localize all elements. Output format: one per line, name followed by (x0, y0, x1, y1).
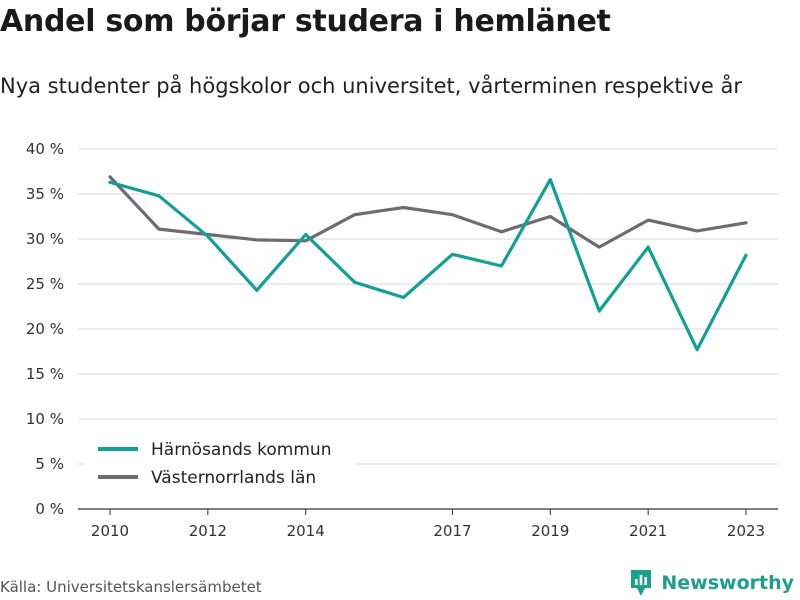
y-tick-label: 40 % (26, 140, 64, 158)
y-axis-ticks: 0 % 5 % 10 % 15 % 20 % 25 % 30 % 35 % 40 % (26, 140, 64, 518)
series-line-1 (108, 175, 748, 249)
grid-lines (78, 148, 778, 510)
legend-label-0: Härnösands kommun (151, 440, 331, 460)
legend-background (86, 432, 354, 496)
legend: Härnösands kommun Västernorrlands län (86, 432, 354, 496)
chart-title: Andel som börjar studera i hemlänet (0, 4, 611, 39)
brand-logo: Newsworthy (629, 568, 794, 598)
x-tick-label: 2014 (287, 522, 325, 540)
x-tick-label: 2021 (629, 522, 667, 540)
x-tick-label: 2012 (189, 522, 227, 540)
x-tick-label: 2017 (433, 522, 471, 540)
y-tick-label: 35 % (26, 185, 64, 203)
y-tick-label: 0 % (35, 500, 64, 518)
line-chart: 0 %5 %10 %15 %20 %25 %30 %35 %40 % 2010 2… (26, 140, 778, 540)
y-tick-label: 5 % (35, 455, 64, 473)
brand-name: Newsworthy (661, 572, 794, 594)
legend-label-1: Västernorrlands län (151, 468, 316, 488)
series-line-0 (108, 178, 748, 352)
x-axis-ticks: 2010 2012 2014 2017 2019 2021 2023 (91, 509, 765, 540)
y-tick-label: 10 % (26, 410, 64, 428)
y-tick-label: 25 % (26, 275, 64, 293)
y-tick-label: 15 % (26, 365, 64, 383)
x-tick-label: 2010 (91, 522, 129, 540)
series-lines (108, 175, 748, 352)
y-tick-label: 20 % (26, 320, 64, 338)
chart-subtitle: Nya studenter på högskolor och universit… (0, 74, 742, 98)
newsworthy-icon (631, 570, 652, 596)
x-tick-label: 2023 (727, 522, 765, 540)
source-note: Källa: Universitetskanslersämbetet (0, 578, 262, 596)
x-tick-label: 2019 (531, 522, 569, 540)
y-tick-label: 30 % (26, 230, 64, 248)
